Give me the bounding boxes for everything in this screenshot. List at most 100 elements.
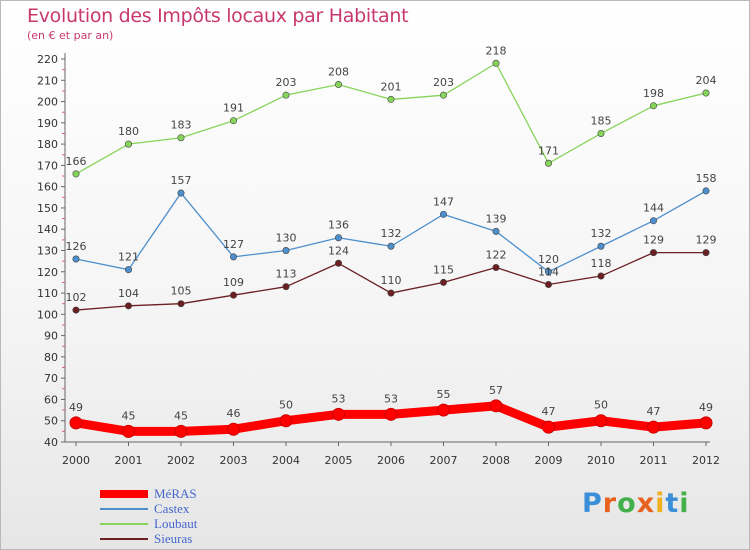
data-label: 53 bbox=[384, 392, 398, 405]
data-point bbox=[387, 95, 395, 103]
data-point bbox=[702, 249, 710, 257]
x-tick-label: 2009 bbox=[535, 454, 563, 467]
data-label: 114 bbox=[538, 266, 559, 279]
data-label: 158 bbox=[696, 172, 717, 185]
data-point bbox=[230, 291, 238, 299]
legend-item: Loubaut bbox=[100, 516, 197, 531]
data-point bbox=[702, 187, 710, 195]
data-label: 113 bbox=[276, 268, 297, 281]
legend-label: Castex bbox=[154, 501, 190, 516]
legend-label: Sieuras bbox=[154, 531, 193, 546]
data-label: 191 bbox=[223, 102, 244, 115]
data-point bbox=[230, 117, 238, 125]
data-point bbox=[282, 283, 290, 291]
data-label: 183 bbox=[171, 119, 192, 132]
data-point bbox=[492, 59, 500, 67]
data-point bbox=[649, 102, 657, 110]
data-label: 47 bbox=[647, 405, 661, 418]
logo-letter: t bbox=[665, 488, 680, 519]
y-tick-label: 40 bbox=[44, 436, 58, 449]
chart-title: Evolution des Impôts locaux par Habitant bbox=[27, 5, 409, 27]
data-label: 49 bbox=[69, 401, 83, 414]
x-tick-label: 2005 bbox=[325, 454, 353, 467]
data-point bbox=[334, 259, 342, 267]
data-point bbox=[334, 234, 342, 242]
legend-swatch bbox=[100, 507, 148, 510]
data-label: 180 bbox=[118, 125, 139, 138]
data-label: 147 bbox=[433, 195, 454, 208]
data-label: 198 bbox=[643, 87, 664, 100]
data-point bbox=[177, 300, 185, 308]
x-tick-label: 2004 bbox=[272, 454, 300, 467]
y-tick-label: 190 bbox=[37, 117, 58, 130]
legend-label: MéRAS bbox=[154, 486, 197, 501]
data-label: 50 bbox=[279, 399, 293, 412]
data-label: 53 bbox=[332, 392, 346, 405]
data-label: 129 bbox=[643, 234, 664, 247]
data-label: 136 bbox=[328, 219, 349, 232]
data-label: 118 bbox=[591, 257, 612, 270]
data-point bbox=[177, 134, 185, 142]
data-point bbox=[594, 414, 608, 428]
legend-item: MéRAS bbox=[100, 486, 197, 501]
x-tick-label: 2007 bbox=[430, 454, 458, 467]
y-tick-label: 120 bbox=[37, 266, 58, 279]
data-label: 124 bbox=[328, 244, 349, 257]
data-point bbox=[332, 407, 345, 421]
proxiti-logo: Proxiti bbox=[582, 488, 690, 519]
y-tick-label: 80 bbox=[44, 351, 58, 364]
data-point bbox=[597, 242, 605, 250]
y-tick-label: 210 bbox=[37, 74, 58, 87]
data-label: 129 bbox=[696, 234, 717, 247]
y-tick-label: 140 bbox=[37, 223, 58, 236]
y-tick-label: 150 bbox=[37, 202, 58, 215]
data-label: 218 bbox=[486, 44, 507, 57]
data-label: 57 bbox=[489, 384, 503, 397]
x-tick-label: 2012 bbox=[692, 454, 720, 467]
data-label: 126 bbox=[66, 240, 87, 253]
data-label: 104 bbox=[118, 287, 139, 300]
data-label: 49 bbox=[699, 401, 713, 414]
y-tick-label: 200 bbox=[37, 96, 58, 109]
data-point bbox=[227, 422, 240, 436]
data-point bbox=[544, 281, 552, 289]
data-label: 144 bbox=[643, 202, 664, 215]
y-tick-label: 100 bbox=[37, 308, 58, 321]
data-point bbox=[125, 140, 133, 148]
legend-item: Sieuras bbox=[100, 531, 197, 546]
data-label: 127 bbox=[223, 238, 244, 251]
data-label: 115 bbox=[433, 263, 454, 276]
x-tick-label: 2010 bbox=[587, 454, 615, 467]
data-point bbox=[437, 403, 450, 417]
legend-swatch bbox=[100, 522, 148, 525]
x-tick-label: 2006 bbox=[377, 454, 405, 467]
legend-swatch bbox=[100, 537, 148, 540]
data-point bbox=[72, 255, 80, 263]
data-point bbox=[489, 399, 503, 413]
logo-letter: o bbox=[617, 488, 637, 519]
y-tick-label: 170 bbox=[37, 159, 58, 172]
data-label: 204 bbox=[696, 74, 717, 87]
x-tick-label: 2000 bbox=[62, 454, 90, 467]
data-point bbox=[544, 268, 552, 276]
data-label: 203 bbox=[433, 76, 454, 89]
data-point bbox=[125, 302, 133, 310]
data-point bbox=[72, 306, 80, 314]
data-label: 50 bbox=[594, 399, 608, 412]
data-point bbox=[439, 278, 447, 286]
data-point bbox=[387, 289, 395, 297]
y-tick-label: 220 bbox=[37, 53, 58, 66]
data-point bbox=[649, 217, 657, 225]
data-label: 122 bbox=[486, 249, 507, 262]
x-tick-label: 2003 bbox=[220, 454, 248, 467]
y-tick-label: 130 bbox=[37, 245, 58, 258]
y-tick-label: 70 bbox=[44, 372, 58, 385]
data-label: 110 bbox=[381, 274, 402, 287]
data-label: 55 bbox=[437, 388, 451, 401]
data-point bbox=[282, 91, 290, 99]
data-label: 208 bbox=[328, 66, 349, 79]
legend-item: Castex bbox=[100, 501, 197, 516]
data-label: 139 bbox=[486, 212, 507, 225]
